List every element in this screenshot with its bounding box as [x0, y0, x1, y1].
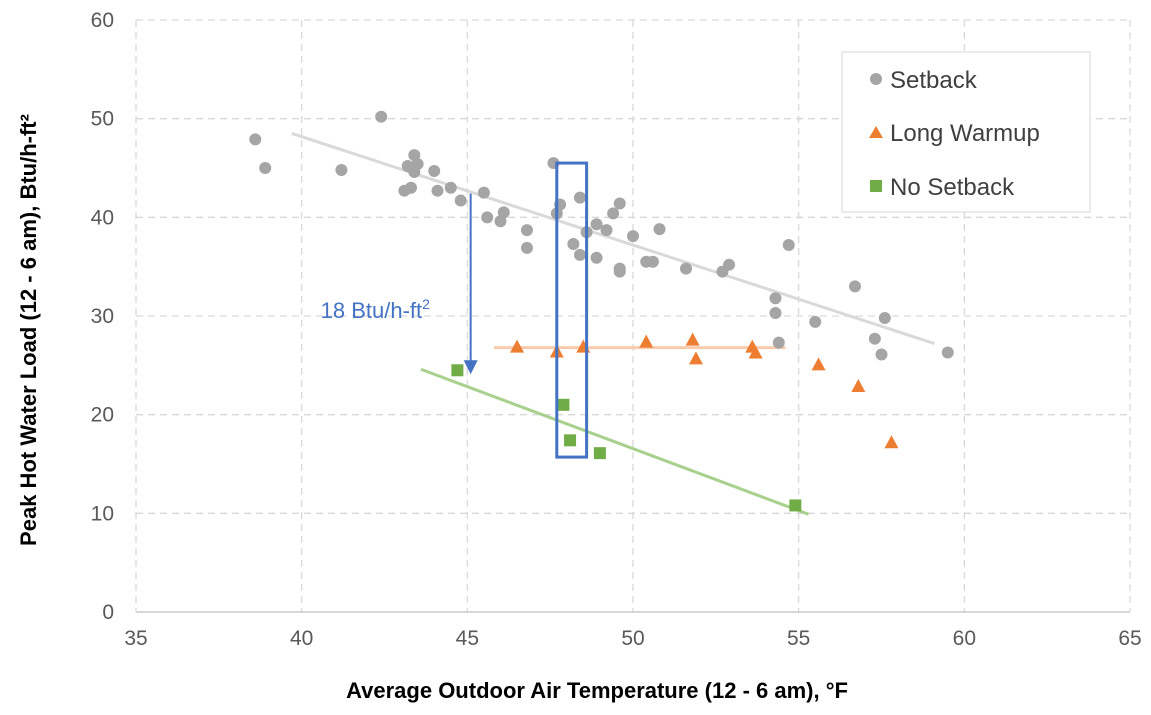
annotation-arrowhead: [463, 360, 478, 375]
point-setback: [454, 194, 467, 207]
point-setback: [941, 346, 954, 359]
point-setback: [590, 251, 603, 264]
point-setback: [375, 110, 388, 123]
x-tick-label: 55: [787, 627, 810, 650]
y-tick-label: 30: [91, 305, 114, 328]
plot-area-border: [135, 19, 1131, 613]
point-no-setback: [451, 364, 464, 377]
x-tick-label: 40: [290, 627, 313, 650]
point-setback: [444, 181, 457, 194]
point-setback: [723, 258, 736, 271]
point-setback: [567, 237, 580, 250]
point-setback: [411, 158, 424, 171]
point-setback: [573, 248, 586, 261]
point-setback: [848, 280, 861, 293]
trendline-no-setback: [420, 367, 810, 516]
point-setback: [249, 133, 262, 146]
y-tick-label: 20: [91, 404, 114, 427]
point-no-setback: [564, 434, 577, 447]
point-no-setback: [557, 398, 570, 411]
point-setback: [875, 348, 888, 361]
x-tick-label: 60: [953, 627, 976, 650]
tick-labels: 35 40 45 50 55 60 65 0 10 20 30 40 50 60: [91, 9, 1142, 650]
point-long-warmup: [688, 351, 703, 365]
point-setback: [769, 292, 782, 305]
y-tick-label: 60: [91, 9, 114, 32]
point-setback: [573, 191, 586, 204]
annotation-label: 18 Btu/h-ft2: [321, 296, 431, 323]
point-setback: [600, 224, 613, 237]
y-tick-label: 50: [91, 108, 114, 131]
point-no-setback: [593, 447, 606, 460]
point-long-warmup: [851, 379, 866, 393]
point-setback: [428, 164, 441, 177]
point-setback: [680, 262, 693, 275]
point-long-warmup: [884, 435, 899, 449]
point-no-setback: [789, 499, 802, 512]
legend: Setback Long Warmup No Setback: [841, 51, 1091, 213]
point-setback: [607, 207, 620, 220]
y-tick-label: 40: [91, 206, 114, 229]
point-long-warmup: [811, 357, 826, 371]
legend-label-long-warmup: Long Warmup: [890, 120, 1040, 147]
point-long-warmup: [510, 339, 525, 353]
point-setback: [878, 311, 891, 324]
point-setback: [497, 206, 510, 219]
highlight-box: [555, 161, 589, 459]
legend-marker-no-setback: [870, 180, 882, 192]
point-setback: [769, 307, 782, 320]
point-setback: [477, 186, 490, 199]
x-tick-label: 35: [124, 627, 147, 650]
x-tick-label: 50: [621, 627, 644, 650]
point-setback: [259, 162, 272, 174]
legend-marker-long-warmup: [869, 126, 883, 138]
trendlines: [291, 132, 935, 516]
point-setback: [590, 218, 603, 231]
point-setback: [405, 181, 418, 194]
point-setback: [868, 332, 881, 345]
legend-marker-setback: [870, 73, 882, 85]
x-axis-title: Average Outdoor Air Temperature (12 - 6 …: [346, 678, 848, 703]
point-long-warmup: [685, 332, 700, 346]
point-setback: [772, 336, 785, 349]
point-setback: [481, 211, 494, 224]
point-setback: [809, 315, 822, 328]
legend-label-setback: Setback: [890, 67, 978, 94]
point-long-warmup: [748, 345, 763, 359]
x-tick-label: 45: [456, 627, 479, 650]
y-tick-label: 10: [91, 502, 114, 525]
point-setback: [646, 255, 659, 268]
legend-box: [841, 51, 1091, 213]
legend-label-no-setback: No Setback: [890, 174, 1015, 201]
annotation: 18 Btu/h-ft2: [321, 161, 589, 459]
point-setback: [653, 223, 666, 236]
point-setback: [782, 238, 795, 251]
trendline-setback: [291, 132, 935, 346]
point-setback: [335, 163, 348, 176]
data-points: [249, 110, 954, 512]
point-setback: [520, 241, 533, 254]
y-axis-title: Peak Hot Water Load (12 - 6 am), Btu/h-f…: [16, 114, 41, 546]
point-long-warmup: [639, 334, 654, 348]
point-setback: [627, 230, 639, 243]
y-tick-label: 0: [102, 601, 114, 624]
point-setback: [520, 224, 533, 237]
point-setback: [613, 197, 626, 210]
x-tick-label: 65: [1118, 627, 1141, 650]
point-setback: [431, 184, 444, 197]
point-setback: [613, 265, 626, 278]
